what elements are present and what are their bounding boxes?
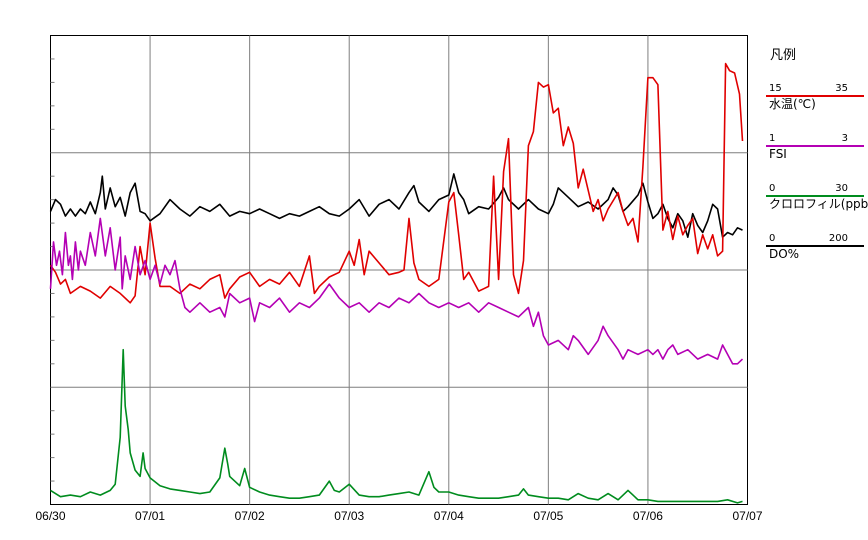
series-line-1 xyxy=(49,217,744,365)
legend-swatch xyxy=(766,145,864,147)
legend-range-max: 35 xyxy=(835,83,848,94)
x-tick-label: 07/02 xyxy=(235,509,265,523)
legend-entry: 0 200 DO% xyxy=(766,233,864,283)
legend-label: DO% xyxy=(769,247,800,261)
legend-swatch xyxy=(766,245,864,247)
series-line-2 xyxy=(50,348,743,504)
series-line-0 xyxy=(49,62,744,304)
legend-entry: 0 30 クロロフィル(ppb) xyxy=(766,183,868,233)
legend-range: 0 200 xyxy=(766,233,864,245)
legend-entries: 15 35 水温(℃) 1 3 FSI 0 30 クロロフィル(ppb) 0 200 DO% xyxy=(766,83,868,283)
legend-title: 凡例 xyxy=(770,48,797,63)
x-tick-label: 07/05 xyxy=(533,509,563,523)
x-tick-label: 07/03 xyxy=(334,509,364,523)
x-tick-label: 07/01 xyxy=(135,509,165,523)
legend-range-min: 1 xyxy=(769,133,776,144)
series-lines xyxy=(49,62,744,504)
legend-range-min: 0 xyxy=(769,183,776,194)
legend-range-min: 15 xyxy=(769,83,782,94)
legend-swatch xyxy=(766,195,864,197)
legend-range: 0 30 xyxy=(766,183,864,195)
grid-lines xyxy=(50,35,748,505)
x-tick-labels: 06/30 07/01 07/02 07/03 07/04 07/05 07/06 07/07 xyxy=(35,509,762,523)
legend-label: クロロフィル(ppb) xyxy=(769,197,868,211)
x-tick-label: 07/04 xyxy=(434,509,464,523)
legend-range-max: 200 xyxy=(828,233,848,244)
legend-label: 水温(℃) xyxy=(769,97,816,111)
series-line-3 xyxy=(49,173,743,238)
legend-range-min: 0 xyxy=(769,233,776,244)
legend-range-max: 30 xyxy=(835,183,848,194)
legend-range: 15 35 xyxy=(766,83,864,95)
x-tick-label: 07/07 xyxy=(732,509,762,523)
legend: 凡例 15 35 水温(℃) 1 3 FSI 0 30 クロロフィル(ppb) 0 200 DO% xyxy=(766,44,868,283)
legend-label: FSI xyxy=(769,147,787,161)
legend-entry: 15 35 水温(℃) xyxy=(766,83,864,133)
legend-entry: 1 3 FSI xyxy=(766,133,864,183)
x-tick-label: 06/30 xyxy=(35,509,65,523)
y-minor-ticks xyxy=(50,58,55,482)
x-tick-label: 07/06 xyxy=(633,509,663,523)
legend-range-max: 3 xyxy=(841,133,848,144)
legend-swatch xyxy=(766,95,864,97)
